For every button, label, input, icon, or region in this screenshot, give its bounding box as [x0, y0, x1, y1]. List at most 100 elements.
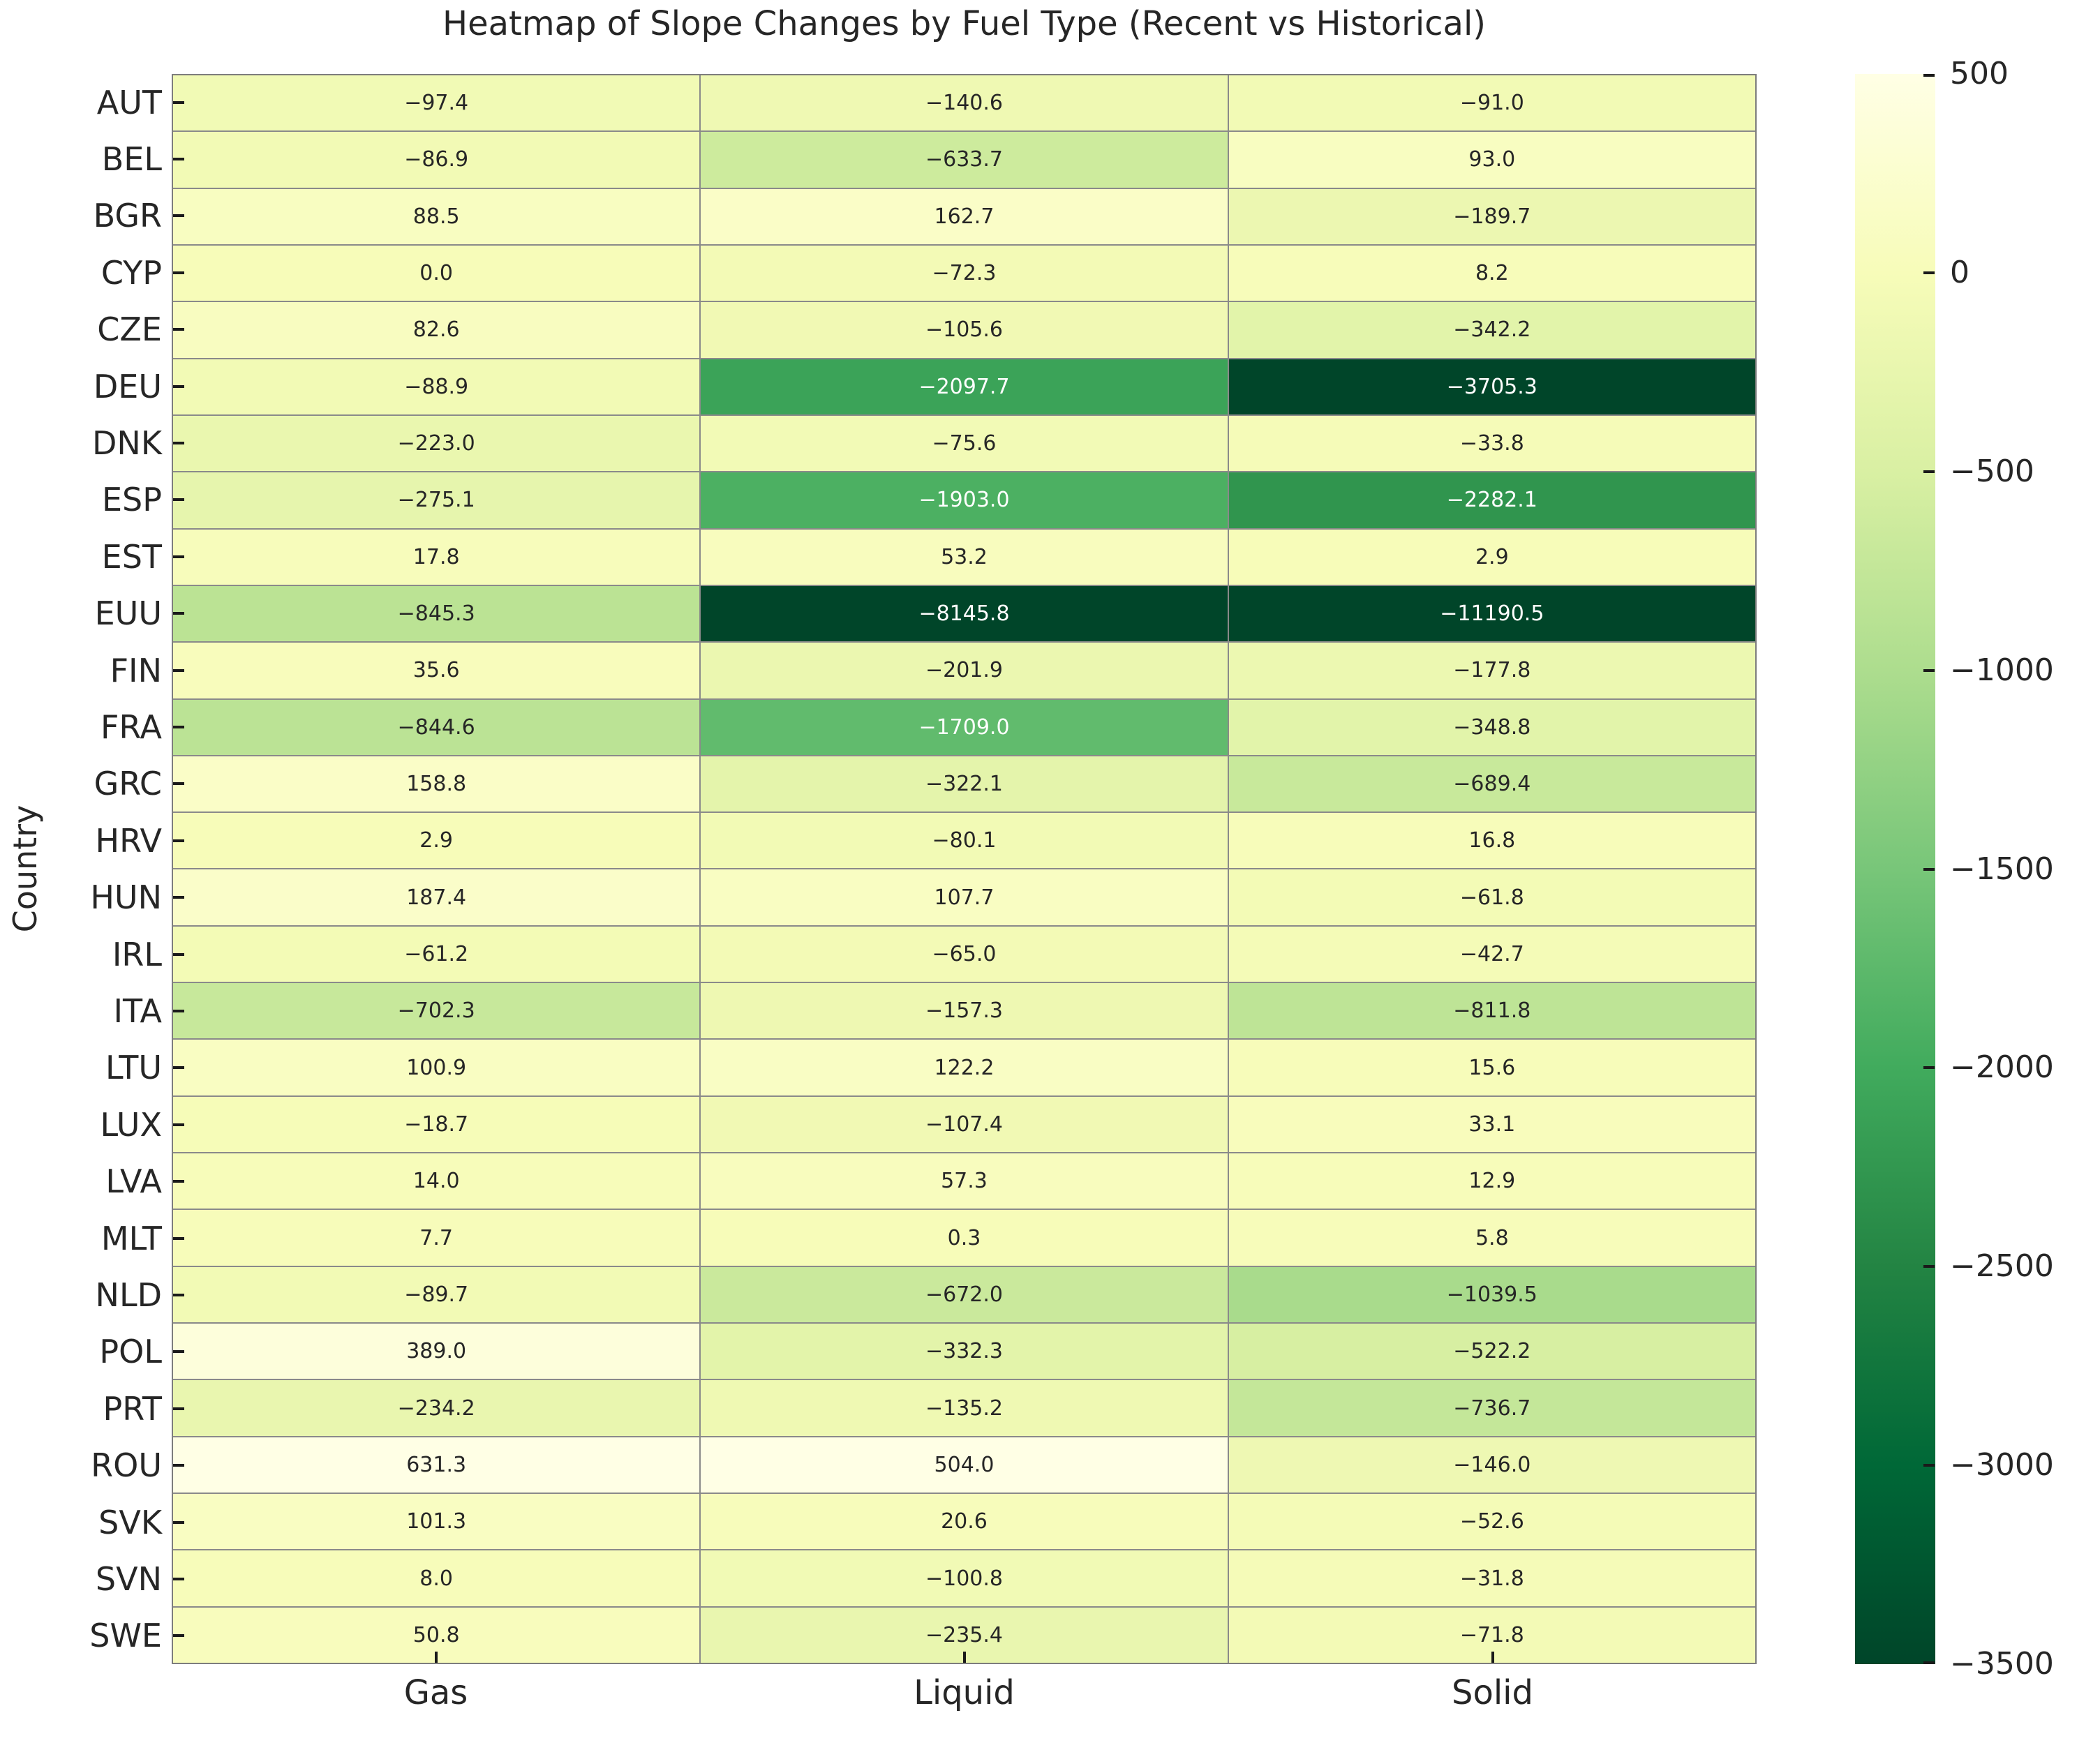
y-tick-label-EUU: EUU	[94, 594, 162, 633]
heatmap-cell-POL-Solid: −522.2	[1228, 1324, 1755, 1379]
heatmap-cell-BEL-Liquid: −633.7	[701, 132, 1228, 188]
heatmap-cell-LTU-Gas: 100.9	[173, 1040, 700, 1095]
x-tick-label-Gas: Gas	[403, 1673, 468, 1712]
heatmap-cell-LVA-Liquid: 57.3	[701, 1153, 1228, 1209]
heatmap-cell-PRT-Liquid: −135.2	[701, 1380, 1228, 1436]
y-tick-mark	[173, 1577, 184, 1580]
heatmap-cell-HUN-Solid: −61.8	[1228, 869, 1755, 925]
y-tick-label-ESP: ESP	[101, 481, 162, 519]
y-tick-mark	[173, 328, 184, 331]
heatmap-cell-BGR-Gas: 88.5	[173, 188, 700, 244]
heatmap-cell-DNK-Liquid: −75.6	[701, 415, 1228, 472]
heatmap-cell-PRT-Gas: −234.2	[173, 1380, 700, 1436]
heatmap-cell-FIN-Gas: 35.6	[173, 643, 700, 698]
y-tick-label-MLT: MLT	[100, 1219, 162, 1257]
heatmap-cell-ROU-Liquid: 504.0	[701, 1437, 1228, 1493]
heatmap-cell-DEU-Liquid: −2097.7	[701, 359, 1228, 414]
heatmap-cell-ROU-Solid: −146.0	[1228, 1437, 1755, 1493]
x-tick-mark	[1491, 1652, 1494, 1663]
colorbar-tick-label-0: 0	[1950, 254, 1969, 290]
heatmap-cell-AUT-Liquid: −140.6	[701, 75, 1228, 131]
heatmap-cell-FRA-Solid: −348.8	[1228, 699, 1755, 755]
y-tick-mark	[173, 726, 184, 729]
y-tick-label-SVN: SVN	[95, 1559, 162, 1598]
y-tick-label-NLD: NLD	[95, 1276, 162, 1314]
heatmap-cell-CZE-Solid: −342.2	[1228, 302, 1755, 358]
heatmap-cell-FIN-Liquid: −201.9	[701, 643, 1228, 698]
heatmap-cell-SVK-Gas: 101.3	[173, 1494, 700, 1550]
colorbar-gradient	[1855, 74, 1935, 1664]
heatmap-cell-EUU-Liquid: −8145.8	[701, 585, 1228, 642]
y-tick-mark	[173, 1634, 184, 1638]
y-tick-label-ROU: ROU	[91, 1446, 162, 1485]
heatmap-cell-MLT-Liquid: 0.3	[701, 1210, 1228, 1266]
heatmap-cell-FRA-Gas: −844.6	[173, 699, 700, 755]
x-tick-label-Solid: Solid	[1452, 1673, 1533, 1712]
y-tick-mark	[173, 442, 184, 445]
heatmap-cell-AUT-Gas: −97.4	[173, 75, 700, 131]
heatmap-cell-MLT-Gas: 7.7	[173, 1210, 700, 1266]
y-tick-mark	[173, 1123, 184, 1126]
y-tick-label-EST: EST	[101, 537, 162, 576]
y-tick-mark	[173, 498, 184, 502]
heatmap-cell-SVK-Liquid: 20.6	[701, 1494, 1228, 1550]
y-tick-mark	[173, 952, 184, 956]
y-tick-label-PRT: PRT	[103, 1389, 162, 1428]
heatmap-cell-ESP-Gas: −275.1	[173, 472, 700, 528]
heatmap-cell-POL-Liquid: −332.3	[701, 1324, 1228, 1379]
heatmap-cell-BEL-Gas: −86.9	[173, 132, 700, 188]
y-tick-label-GRC: GRC	[94, 765, 162, 803]
colorbar-tick-label--2500: −2500	[1950, 1248, 2054, 1285]
y-tick-label-POL: POL	[99, 1333, 162, 1371]
y-tick-mark	[173, 214, 184, 218]
heatmap-cell-EST-Solid: 2.9	[1228, 529, 1755, 585]
heatmap-cell-NLD-Solid: −1039.5	[1228, 1266, 1755, 1323]
y-tick-mark	[173, 555, 184, 558]
y-tick-mark	[173, 896, 184, 899]
colorbar-tick-label-500: 500	[1950, 56, 2009, 91]
heatmap-cell-SVN-Liquid: −100.8	[701, 1550, 1228, 1606]
y-tick-label-FRA: FRA	[100, 708, 162, 747]
y-tick-mark	[173, 1180, 184, 1183]
heatmap-cell-IRL-Solid: −42.7	[1228, 926, 1755, 982]
y-tick-label-IRL: IRL	[112, 935, 162, 973]
colorbar-tick-mark	[1923, 1066, 1935, 1070]
heatmap-cell-DNK-Gas: −223.0	[173, 415, 700, 472]
heatmap-cell-SVN-Gas: 8.0	[173, 1550, 700, 1606]
colorbar-tick-mark	[1923, 1661, 1935, 1664]
heatmap-cell-ITA-Gas: −702.3	[173, 983, 700, 1039]
y-tick-mark	[173, 782, 184, 786]
heatmap-cell-EST-Gas: 17.8	[173, 529, 700, 585]
y-tick-label-CZE: CZE	[97, 311, 162, 349]
heatmap-cell-MLT-Solid: 5.8	[1228, 1210, 1755, 1266]
heatmap-cell-IRL-Gas: −61.2	[173, 926, 700, 982]
y-tick-label-LVA: LVA	[105, 1162, 162, 1201]
heatmap-cell-POL-Gas: 389.0	[173, 1324, 700, 1379]
heatmap-cell-IRL-Liquid: −65.0	[701, 926, 1228, 982]
colorbar-tick-label--2000: −2000	[1950, 1049, 2054, 1086]
colorbar-tick-mark	[1923, 668, 1935, 672]
heatmap-cell-PRT-Solid: −736.7	[1228, 1380, 1755, 1436]
colorbar-tick-mark	[1923, 867, 1935, 871]
heatmap-cell-LVA-Gas: 14.0	[173, 1153, 700, 1209]
y-tick-mark	[173, 100, 184, 104]
colorbar-tick-label--3000: −3000	[1950, 1447, 2054, 1483]
y-tick-label-BGR: BGR	[93, 197, 162, 235]
y-tick-mark	[173, 158, 184, 161]
heatmap-cell-SVK-Solid: −52.6	[1228, 1494, 1755, 1550]
heatmap-cell-CYP-Gas: 0.0	[173, 245, 700, 301]
colorbar	[1855, 74, 1935, 1664]
heatmap-cell-DEU-Solid: −3705.3	[1228, 359, 1755, 414]
colorbar-tick-label--500: −500	[1950, 453, 2034, 489]
y-tick-label-BEL: BEL	[101, 140, 162, 179]
heatmap-cell-AUT-Solid: −91.0	[1228, 75, 1755, 131]
heatmap-cell-BEL-Solid: 93.0	[1228, 132, 1755, 188]
colorbar-tick-label--1500: −1500	[1950, 851, 2054, 887]
colorbar-tick-mark	[1923, 1464, 1935, 1467]
heatmap-cell-GRC-Solid: −689.4	[1228, 756, 1755, 812]
y-tick-mark	[173, 1350, 184, 1354]
y-tick-mark	[173, 1464, 184, 1467]
heatmap-cell-SVN-Solid: −31.8	[1228, 1550, 1755, 1606]
heatmap-cell-EUU-Gas: −845.3	[173, 585, 700, 642]
